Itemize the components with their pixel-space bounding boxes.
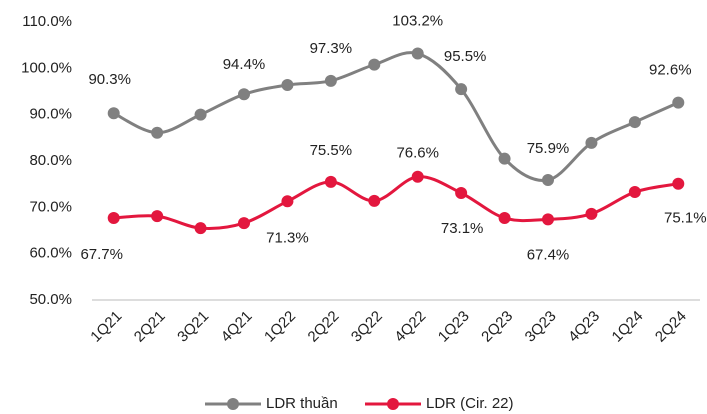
legend-marker <box>387 398 399 410</box>
x-tick-label: 4Q22 <box>391 308 429 346</box>
data-point <box>151 126 164 139</box>
data-point <box>281 195 294 208</box>
data-label: 103.2% <box>392 12 443 29</box>
y-tick-label: 100.0% <box>21 59 72 76</box>
data-label: 67.4% <box>527 246 570 263</box>
series-line <box>113 175 679 231</box>
x-tick-label: 2Q22 <box>305 308 343 346</box>
data-point <box>411 47 424 60</box>
x-tick-label: 3Q21 <box>174 308 212 346</box>
y-tick-label: 70.0% <box>29 198 72 215</box>
data-label: 75.9% <box>527 140 570 157</box>
data-point <box>107 211 120 224</box>
legend-marker <box>227 398 239 410</box>
x-tick-label: 1Q21 <box>87 308 125 346</box>
x-tick-label: 2Q24 <box>652 308 690 346</box>
data-point <box>411 170 424 183</box>
data-label: 95.5% <box>444 48 487 65</box>
x-tick-label: 2Q23 <box>478 308 516 346</box>
data-label: 94.4% <box>223 56 266 73</box>
data-point <box>585 207 598 220</box>
data-point <box>151 210 164 223</box>
data-label: 75.5% <box>310 142 353 159</box>
data-point <box>672 96 685 109</box>
data-label: 92.6% <box>649 62 692 79</box>
y-tick-label: 90.0% <box>29 106 72 123</box>
x-tick-label: 2Q21 <box>131 308 169 346</box>
data-point <box>628 186 641 199</box>
data-point <box>455 83 468 96</box>
data-point <box>194 222 207 235</box>
data-point <box>628 116 641 129</box>
data-label: 71.3% <box>266 229 309 246</box>
data-point <box>455 186 468 199</box>
x-tick-label: 3Q23 <box>522 308 560 346</box>
data-label: 97.3% <box>310 40 353 57</box>
data-point <box>585 136 598 149</box>
x-tick-label: 1Q22 <box>261 308 299 346</box>
legend-label: LDR thuần <box>266 395 338 412</box>
y-tick-label: 110.0% <box>22 13 72 30</box>
x-tick-label: 4Q23 <box>565 308 603 346</box>
data-point <box>542 173 554 186</box>
data-point <box>107 107 120 120</box>
data-point <box>324 175 337 188</box>
data-point <box>498 152 511 165</box>
data-point <box>324 74 337 87</box>
data-label: 75.1% <box>664 210 707 227</box>
y-tick-label: 60.0% <box>29 245 72 262</box>
data-point <box>368 58 381 71</box>
data-point <box>238 88 250 101</box>
data-label: 67.7% <box>80 246 123 263</box>
data-point <box>281 79 294 92</box>
x-tick-label: 3Q22 <box>348 308 386 346</box>
x-tick-label: 1Q23 <box>435 308 473 346</box>
data-point <box>542 213 554 226</box>
data-point <box>194 108 207 121</box>
y-tick-label: 50.0% <box>29 291 72 308</box>
data-label: 76.6% <box>396 145 439 162</box>
data-label: 73.1% <box>441 220 484 237</box>
data-point <box>368 194 381 207</box>
data-point <box>238 217 250 230</box>
data-label: 90.3% <box>88 71 131 88</box>
y-tick-label: 80.0% <box>29 152 72 169</box>
legend-label: LDR (Cir. 22) <box>426 395 514 412</box>
x-tick-label: 1Q24 <box>609 308 647 346</box>
x-tick-label: 4Q21 <box>218 308 256 346</box>
data-point <box>498 211 511 224</box>
data-point <box>672 177 685 190</box>
